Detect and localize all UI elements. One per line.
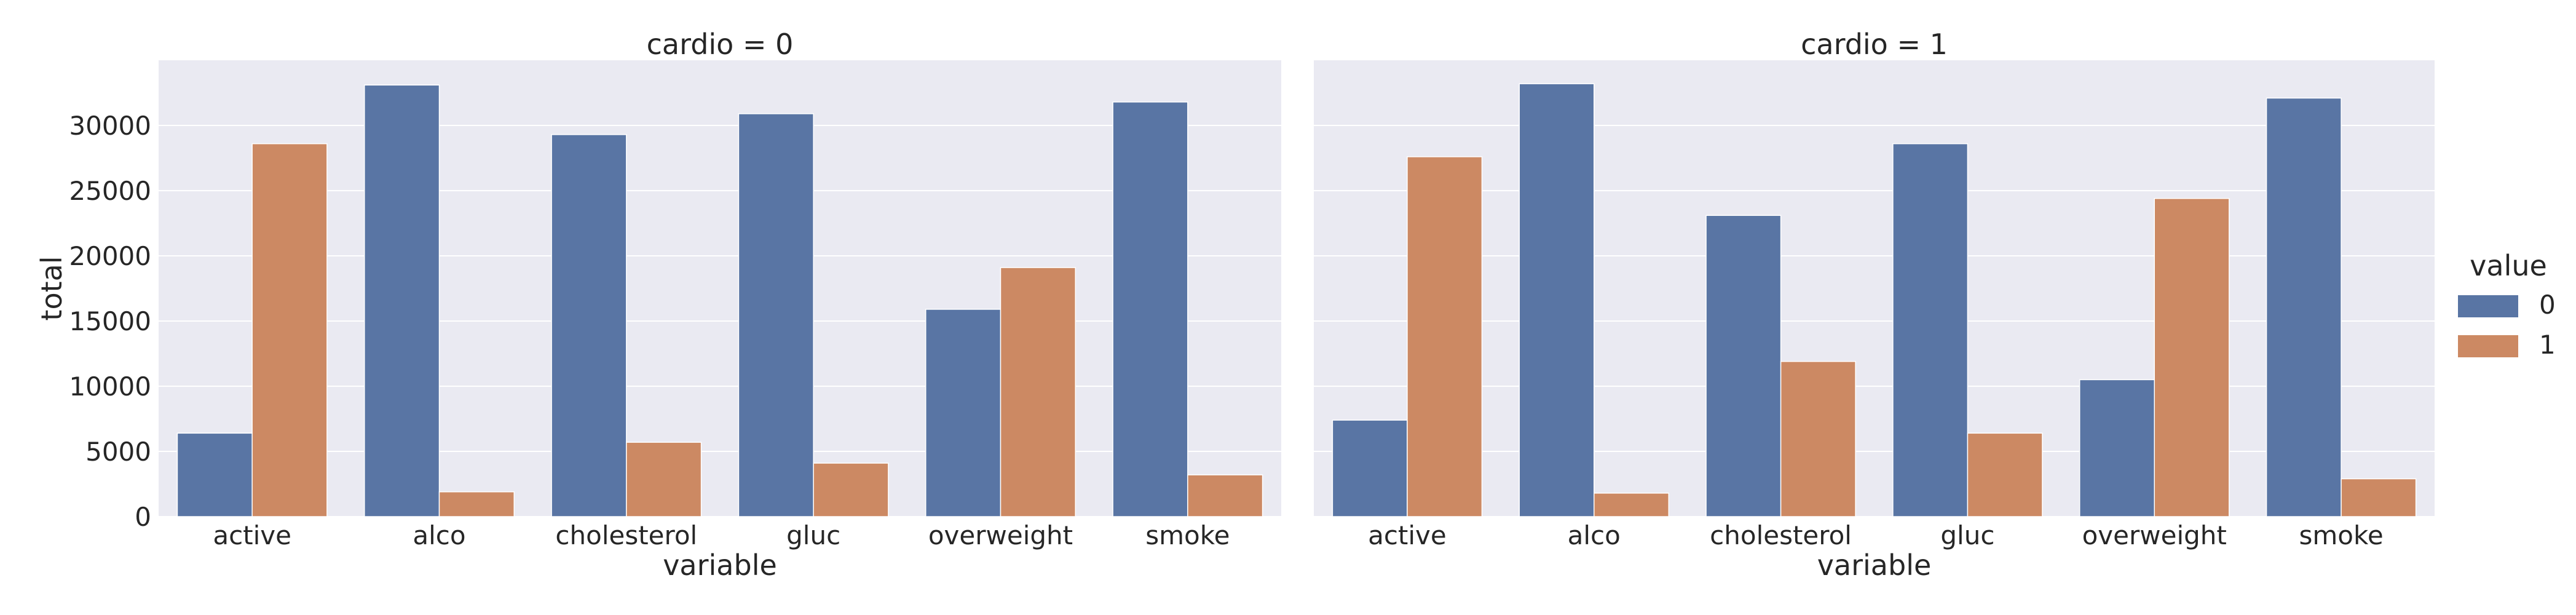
bar-active-value-0 xyxy=(1332,419,1408,517)
x-axis-label: variable xyxy=(663,549,777,582)
y-tick-label: 20000 xyxy=(69,241,151,271)
bar-smoke-value-1 xyxy=(1187,474,1263,517)
bar-cholesterol-value-0 xyxy=(1705,215,1782,517)
bar-gluc-value-0 xyxy=(738,113,814,517)
bar-overweight-value-0 xyxy=(925,309,1002,517)
legend-title: value xyxy=(2470,249,2547,282)
bar-cholesterol-value-1 xyxy=(1780,360,1856,517)
x-tick-label: gluc xyxy=(786,520,840,550)
bar-smoke-value-0 xyxy=(2266,97,2342,517)
x-tick-label: gluc xyxy=(1940,520,1994,550)
bar-cholesterol-value-0 xyxy=(551,134,627,517)
bar-gluc-value-1 xyxy=(813,462,889,517)
legend: value 0 1 xyxy=(2458,249,2556,360)
bar-overweight-value-1 xyxy=(2154,197,2230,517)
y-axis-label: total xyxy=(35,256,68,320)
bar-cholesterol-value-1 xyxy=(626,442,702,517)
bar-gluc-value-1 xyxy=(1967,432,2043,517)
bar-alco-value-1 xyxy=(1594,493,1670,517)
legend-swatch-0 xyxy=(2458,295,2518,317)
legend-label-1: 1 xyxy=(2539,330,2556,360)
plot-background xyxy=(159,60,1281,517)
x-tick-label: active xyxy=(1368,520,1447,550)
bar-alco-value-0 xyxy=(364,84,440,517)
bar-gluc-value-0 xyxy=(1892,143,1969,517)
bar-active-value-1 xyxy=(1407,156,1483,517)
legend-swatch-1 xyxy=(2458,335,2518,357)
plot-background xyxy=(1314,60,2435,517)
x-tick-label: smoke xyxy=(1145,520,1230,550)
x-tick-label: alco xyxy=(1568,520,1621,550)
bar-alco-value-0 xyxy=(1519,83,1595,517)
x-tick-label: alco xyxy=(413,520,465,550)
bar-active-value-1 xyxy=(251,143,328,517)
bar-alco-value-1 xyxy=(438,491,515,517)
y-tick-label: 30000 xyxy=(69,111,151,141)
legend-label-0: 0 xyxy=(2539,290,2556,320)
facet-panel-0: active alco cholesterol gluc overweight smoke… xyxy=(159,28,1281,582)
panel-title: cardio = 0 xyxy=(647,28,794,61)
y-tick-label: 0 xyxy=(135,502,151,532)
y-tick-label: 10000 xyxy=(69,371,151,402)
bar-smoke-value-1 xyxy=(2341,478,2417,517)
y-tick-label: 15000 xyxy=(69,306,151,336)
x-tick-label: active xyxy=(213,520,291,550)
x-tick-label: cholesterol xyxy=(555,520,697,550)
x-axis-label: variable xyxy=(1817,549,1932,582)
x-tick-label: overweight xyxy=(2082,520,2227,550)
x-tick-label: overweight xyxy=(928,520,1073,550)
facet-panel-1: active alco cholesterol gluc overweight smoke… xyxy=(1314,28,2435,582)
bar-smoke-value-0 xyxy=(1112,101,1188,517)
x-tick-label: cholesterol xyxy=(1710,520,1852,550)
bar-active-value-0 xyxy=(176,432,253,517)
bar-overweight-value-0 xyxy=(2079,379,2155,517)
x-tick-label: smoke xyxy=(2299,520,2384,550)
y-tick-label: 5000 xyxy=(85,437,151,467)
bar-overweight-value-1 xyxy=(1000,267,1076,517)
panel-title: cardio = 1 xyxy=(1801,28,1948,61)
y-tick-label: 25000 xyxy=(69,176,151,206)
